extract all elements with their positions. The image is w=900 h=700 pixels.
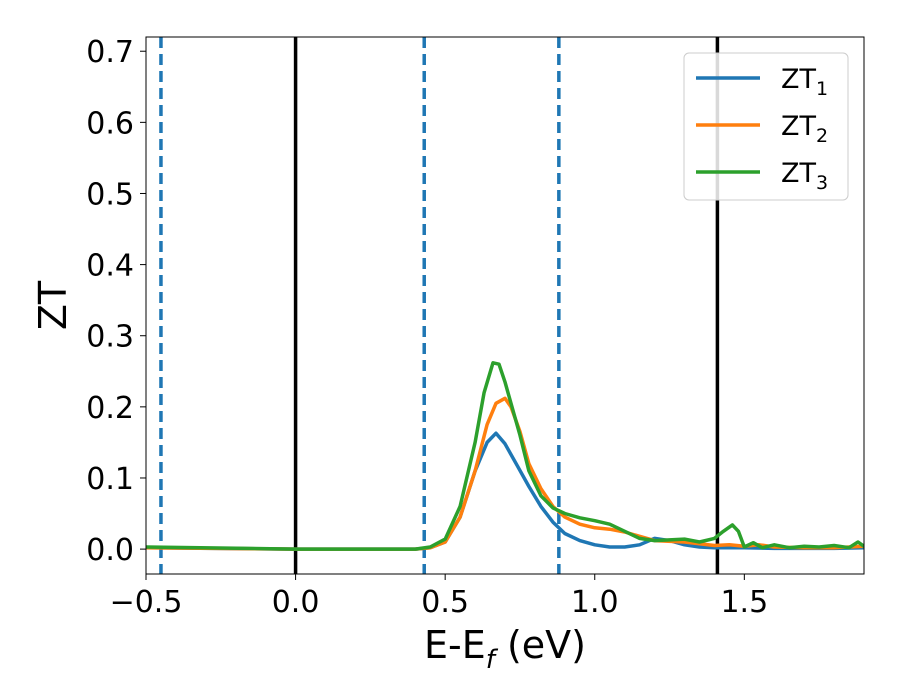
x-tick-label: 1.5 bbox=[720, 585, 768, 620]
y-tick-label: 0.1 bbox=[86, 462, 134, 497]
legend-label-zt1: ZT1 bbox=[781, 64, 828, 100]
x-tick-label: 0.0 bbox=[272, 585, 320, 620]
y-tick-label: 0.5 bbox=[86, 177, 134, 212]
legend: ZT1 ZT2 ZT3 bbox=[683, 52, 849, 201]
y-tick-label: 0.0 bbox=[86, 533, 134, 568]
plot-frame bbox=[145, 36, 865, 575]
y-axis: 0.0 0.1 0.2 0.3 0.4 0.5 0.6 0.7 bbox=[86, 35, 146, 568]
x-axis: −0.5 0.0 0.5 1.0 1.5 bbox=[110, 574, 768, 620]
x-tick-label: 0.5 bbox=[421, 585, 469, 620]
y-tick-label: 0.2 bbox=[86, 391, 134, 426]
y-axis-title: ZT bbox=[31, 280, 75, 330]
x-axis-title: E-Ef (eV) bbox=[424, 623, 586, 675]
x-tick-label: 1.0 bbox=[571, 585, 619, 620]
x-tick-label: −0.5 bbox=[110, 585, 183, 620]
legend-label-zt2: ZT2 bbox=[781, 111, 828, 147]
series-line-zt1 bbox=[146, 431, 864, 551]
y-tick-label: 0.6 bbox=[86, 106, 134, 141]
x-axis-title-main: E-E bbox=[424, 623, 486, 667]
series-line-zt2 bbox=[146, 396, 864, 551]
legend-box bbox=[683, 52, 849, 201]
legend-label-zt3: ZT3 bbox=[781, 158, 828, 194]
y-tick-label: 0.4 bbox=[86, 249, 134, 284]
y-tick-label: 0.3 bbox=[86, 320, 134, 355]
series-line-zt3 bbox=[146, 361, 864, 551]
y-tick-label: 0.7 bbox=[86, 35, 134, 70]
x-axis-title-unit: (eV) bbox=[495, 623, 586, 667]
